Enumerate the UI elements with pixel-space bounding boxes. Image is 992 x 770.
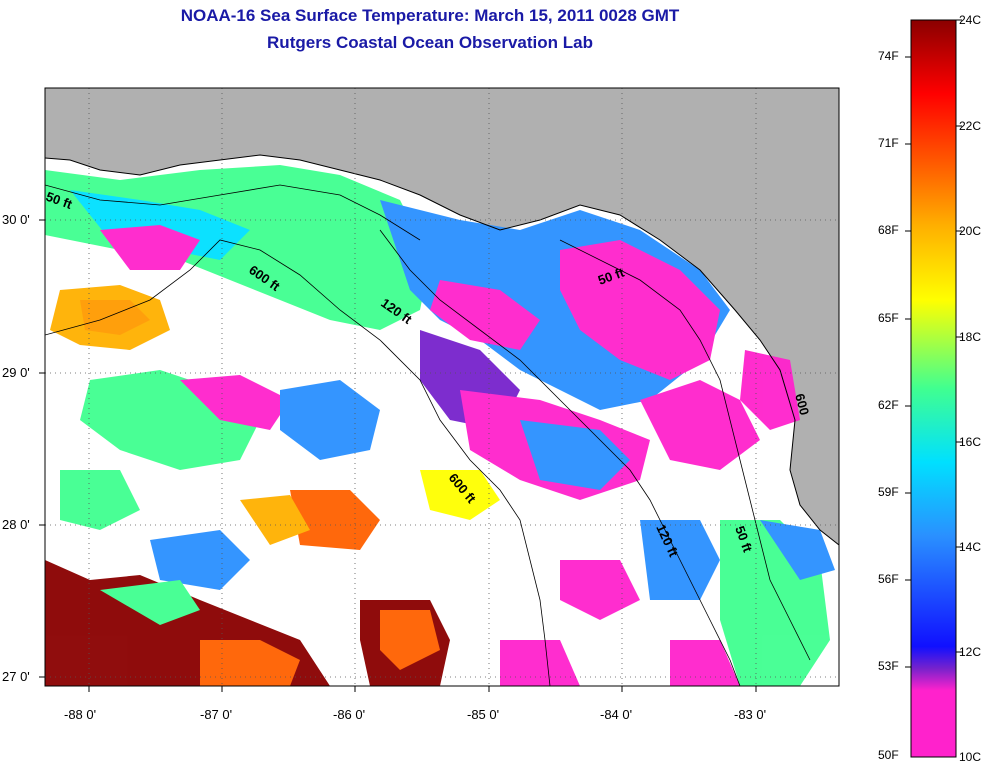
contour-120ft — [379, 229, 741, 686]
colorbar-f-label: 59F — [878, 485, 899, 499]
coastline — [45, 154, 839, 546]
contour-50ft-east — [559, 239, 811, 661]
colorbar — [910, 19, 957, 758]
x-tick-label: -86 0' — [333, 707, 366, 722]
colorbar-c-label: 24C — [959, 13, 982, 27]
map-title: NOAA-16 Sea Surface Temperature: March 1… — [180, 6, 680, 25]
map-area — [45, 88, 839, 686]
colorbar-c-label: 10C — [959, 750, 982, 764]
y-tick-label: 30 0' — [2, 212, 30, 227]
colorbar-f-label: 53F — [878, 659, 899, 673]
colorbar-f-label: 74F — [878, 49, 899, 63]
x-tick-label: -84 0' — [600, 707, 633, 722]
colorbar-f-label: 56F — [878, 572, 899, 586]
colorbar-f-label: 65F — [878, 311, 899, 325]
map-subtitle: Rutgers Coastal Ocean Observation Lab — [267, 33, 593, 52]
colorbar-f-label: 68F — [878, 223, 899, 237]
x-tick-label: -85 0' — [467, 707, 500, 722]
contour-label: 600 — [792, 392, 812, 417]
colorbar-c-label: 14C — [959, 540, 982, 554]
y-tick-label: 28 0' — [2, 517, 30, 532]
x-tick-label: -83 0' — [734, 707, 767, 722]
colorbar-f-label: 71F — [878, 136, 899, 150]
colorbar-c-label: 20C — [959, 224, 982, 238]
colorbar-c-label: 16C — [959, 435, 982, 449]
colorbar-c-label: 12C — [959, 645, 982, 659]
colorbar-c-label: 22C — [959, 119, 982, 133]
land-mass — [45, 88, 839, 545]
x-tick-label: -87 0' — [200, 707, 233, 722]
sst-patches — [45, 165, 835, 686]
x-tick-label: -88 0' — [64, 707, 97, 722]
colorbar-c-label: 18C — [959, 330, 982, 344]
y-tick-label: 29 0' — [2, 365, 30, 380]
colorbar-f-label: 62F — [878, 398, 899, 412]
contour-600ft — [45, 239, 551, 686]
map-frame — [44, 87, 840, 687]
contour-50ft-west — [45, 184, 421, 241]
colorbar-f-label: 50F — [878, 748, 899, 762]
y-tick-label: 27 0' — [2, 669, 30, 684]
